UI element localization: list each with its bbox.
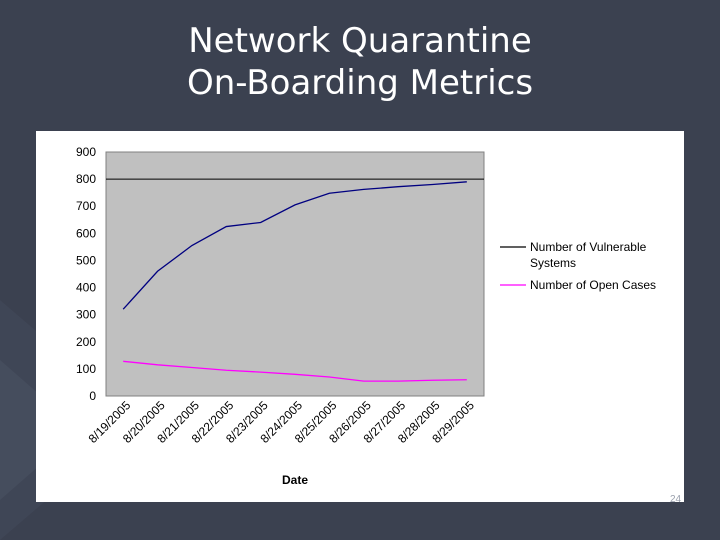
- y-tick-label: 800: [76, 172, 96, 186]
- series-line-1: [123, 360, 467, 382]
- y-tick-label: 200: [76, 335, 96, 349]
- title-line-1: Network Quarantine: [188, 21, 532, 61]
- y-tick-label: 700: [76, 199, 96, 213]
- y-tick-label: 300: [76, 308, 96, 322]
- plot-area: [105, 151, 485, 397]
- y-tick-label: 900: [76, 145, 96, 159]
- series-line-0: [122, 181, 467, 310]
- slide-number: 24: [670, 494, 682, 505]
- y-tick-label: 600: [76, 226, 96, 240]
- y-tick-label: 100: [76, 362, 96, 376]
- y-tick-label: 0: [89, 389, 96, 403]
- chart-panel: 0 100 200 300 400 500 600 700 800 900 8/19/2005 8/…: [36, 131, 684, 502]
- chart-legend: Number of Vulnerable Systems Number of Ope…: [500, 240, 656, 292]
- legend-label-1: Number of Open Cases: [530, 278, 656, 292]
- y-tick-label: 500: [76, 253, 96, 267]
- slide-title: Network Quarantine On-Boarding Metrics: [120, 20, 600, 104]
- title-line-2: On-Boarding Metrics: [186, 63, 534, 103]
- x-axis-label: Date: [282, 473, 308, 487]
- y-tick-label: 400: [76, 281, 96, 295]
- legend-label-0: Number of Vulnerable Systems: [530, 240, 647, 270]
